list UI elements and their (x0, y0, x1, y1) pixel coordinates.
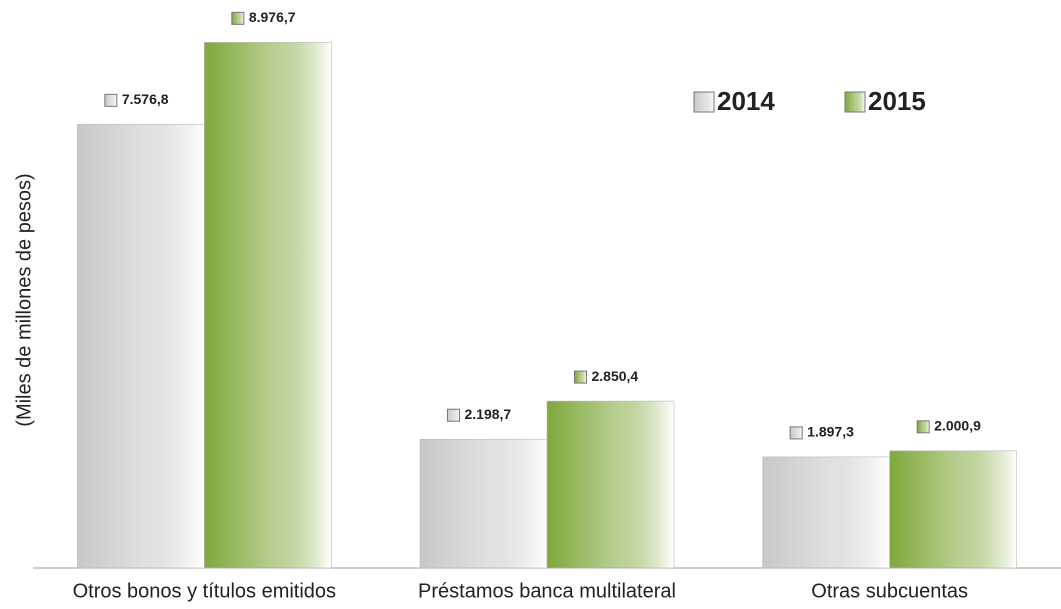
legend-label: 2014 (717, 86, 775, 116)
value-label-icon (447, 408, 460, 422)
value-label: 2.000,9 (934, 418, 981, 434)
y-axis-label: (Miles de millones de pesos) (13, 173, 35, 426)
x-tick-label: Otros bonos y títulos emitidos (73, 580, 336, 602)
x-tick-label: Otras subcuentas (811, 580, 968, 602)
x-tick-label: Préstamos banca multilateral (418, 580, 676, 602)
legend-label: 2015 (868, 86, 926, 116)
bar (419, 438, 548, 569)
value-label: 7.576,8 (122, 91, 169, 107)
value-label-icon (574, 370, 587, 384)
value-label: 2.850,4 (592, 368, 639, 384)
value-label-icon (231, 11, 245, 25)
bar (77, 124, 205, 569)
value-label: 8.976,7 (249, 9, 296, 25)
value-label: 2.198,7 (465, 406, 512, 422)
value-label-icon (916, 420, 930, 434)
value-label-icon (104, 93, 118, 107)
bar (546, 400, 675, 569)
value-label-icon (789, 426, 803, 440)
legend-swatch (693, 91, 715, 113)
bar (204, 42, 332, 569)
legend-swatch (844, 91, 866, 113)
value-label: 1.897,3 (807, 424, 854, 440)
bar (762, 456, 890, 569)
bar (889, 450, 1017, 569)
